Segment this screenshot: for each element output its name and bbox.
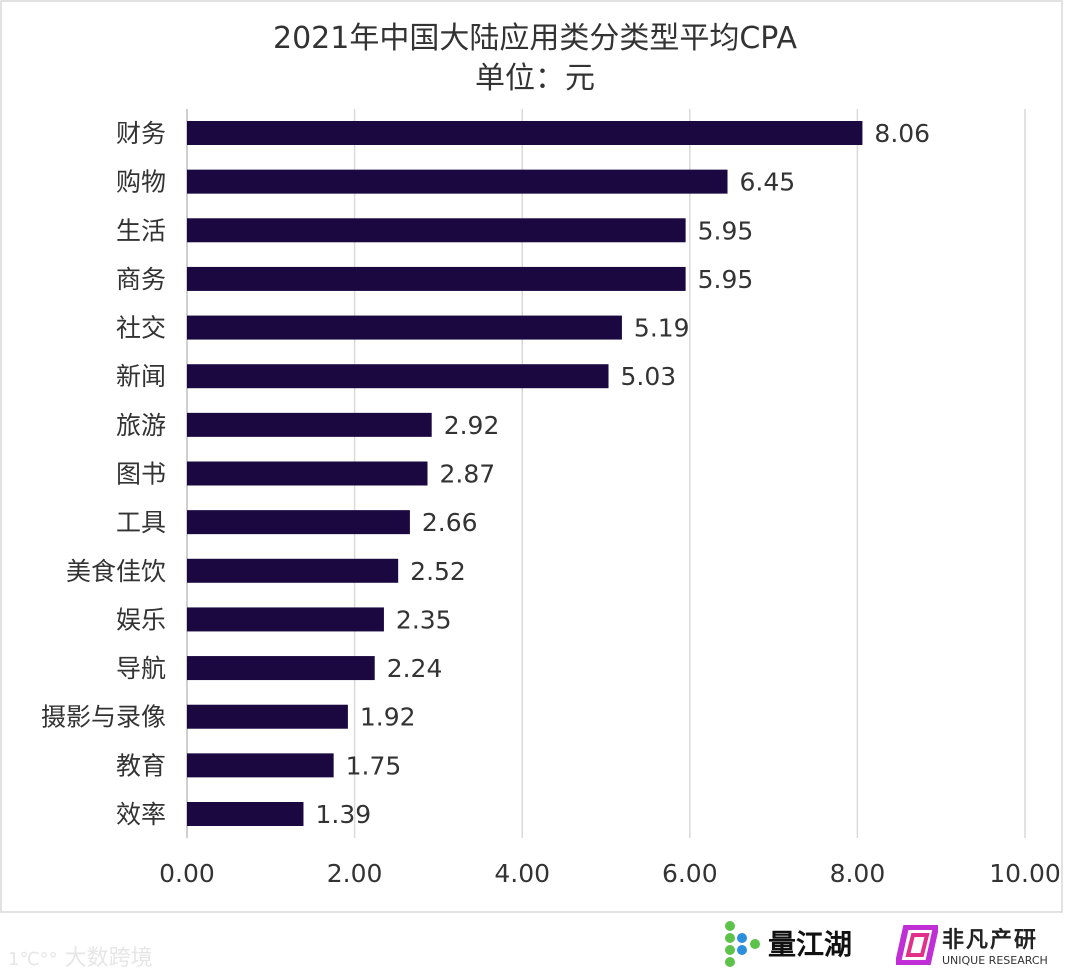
y-category-label: 旅游 [116, 411, 166, 440]
data-label: 1.39 [315, 800, 371, 829]
bar [187, 656, 375, 681]
bar [187, 315, 622, 340]
y-category-label: 工具 [116, 508, 166, 537]
bar [187, 558, 399, 583]
data-label: 1.75 [346, 751, 402, 780]
x-tick-label: 0.00 [159, 859, 215, 888]
y-category-label: 图书 [116, 460, 166, 489]
y-category-label: 摄影与录像 [41, 703, 166, 732]
data-label: 6.45 [740, 168, 796, 197]
bar [187, 169, 728, 194]
data-label: 5.03 [621, 362, 677, 391]
unique-research-icon [896, 924, 938, 965]
y-category-label: 美食佳饮 [66, 557, 166, 586]
data-label: 2.52 [410, 557, 466, 586]
bar [187, 753, 334, 778]
y-category-label: 财务 [116, 119, 166, 148]
brand-liangjianghu-logo: 量江湖 [722, 918, 852, 968]
y-category-label: 娱乐 [116, 605, 166, 634]
y-category-label: 效率 [116, 800, 166, 829]
bar [187, 412, 432, 437]
y-category-label: 商务 [116, 265, 166, 294]
chart-frame [0, 0, 1063, 913]
y-category-label: 导航 [116, 654, 166, 683]
y-category-label: 新闻 [116, 362, 166, 391]
bar [187, 802, 304, 826]
bar [187, 510, 410, 535]
y-category-label: 生活 [116, 216, 166, 245]
bar [187, 121, 863, 145]
y-category-label: 购物 [116, 168, 166, 197]
data-label: 2.92 [444, 411, 500, 440]
data-label: 2.35 [396, 605, 452, 634]
bar [187, 607, 384, 632]
data-label: 2.87 [440, 460, 496, 489]
brand-unique-research-logo: 非凡产研 UNIQUE RESEARCH [896, 922, 1048, 967]
data-label: 2.66 [422, 508, 478, 537]
data-label: 5.19 [634, 314, 690, 343]
x-tick-label: 8.00 [830, 859, 886, 888]
data-label: 5.95 [698, 265, 754, 294]
bar [187, 461, 428, 486]
watermark-left: 1℃°° 大数跨境 [8, 946, 153, 971]
data-label: 5.95 [698, 216, 754, 245]
data-label: 1.92 [360, 703, 416, 732]
chart-title: 2021年中国大陆应用类分类型平均CPA [273, 21, 797, 56]
y-category-label: 教育 [116, 751, 166, 780]
bar [187, 218, 686, 243]
data-label: 2.24 [387, 654, 443, 683]
bar [187, 266, 686, 291]
x-tick-label: 4.00 [494, 859, 550, 888]
x-tick-label: 10.00 [989, 859, 1061, 888]
x-tick-label: 6.00 [662, 859, 718, 888]
x-tick-label: 2.00 [327, 859, 383, 888]
data-label: 8.06 [874, 119, 930, 148]
bar [187, 704, 348, 729]
y-category-label: 社交 [116, 314, 166, 343]
liangjianghu-icon [725, 921, 760, 967]
bar [187, 364, 609, 389]
chart-subtitle: 单位：元 [475, 61, 595, 96]
